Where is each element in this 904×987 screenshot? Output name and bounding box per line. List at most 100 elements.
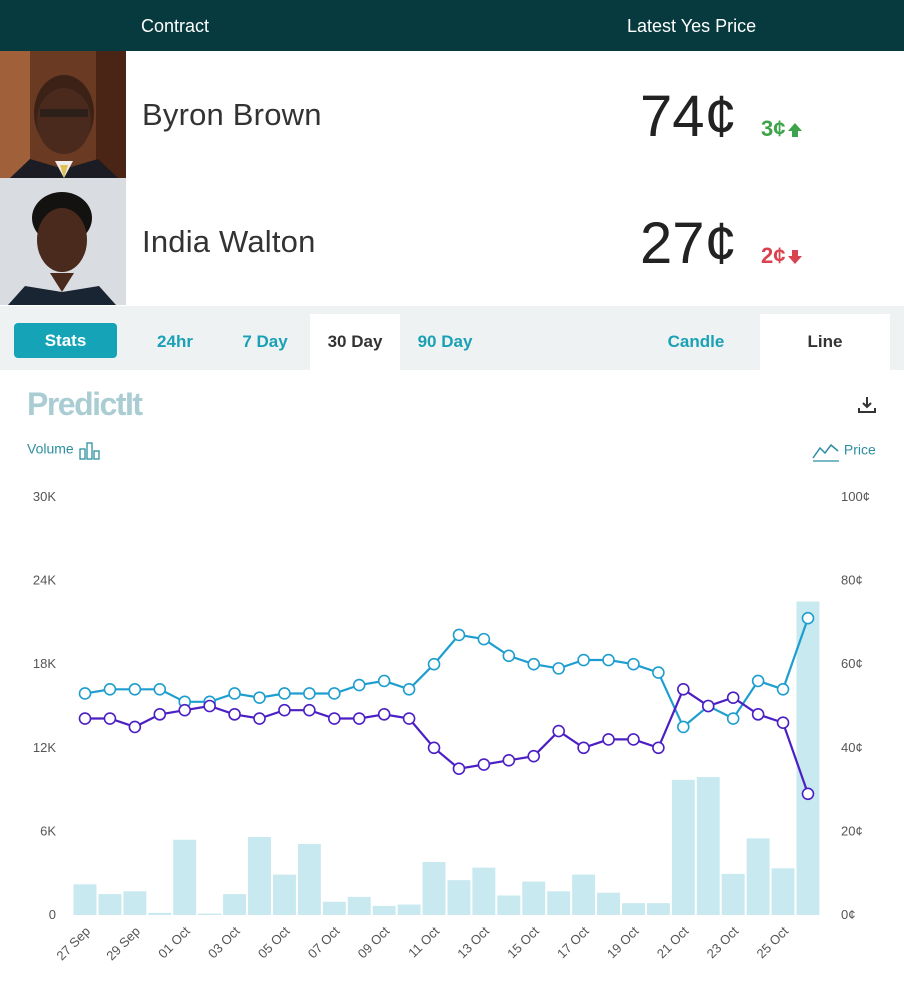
line-chart-icon — [812, 443, 839, 462]
volume-bar — [472, 867, 496, 915]
tab-30-day[interactable]: 30 Day — [310, 314, 400, 370]
series-point-brown — [652, 666, 665, 679]
download-icon[interactable] — [857, 395, 877, 415]
series-point-walton — [577, 741, 590, 755]
y-right-tick-label: 80¢ — [841, 573, 863, 588]
price-legend[interactable]: Price — [812, 440, 876, 462]
series-point-walton — [602, 733, 615, 746]
volume-bar — [497, 895, 521, 915]
series-point-brown — [477, 632, 491, 646]
volume-bar — [322, 901, 346, 915]
series-point-walton — [677, 682, 690, 696]
contract-name: Byron Brown — [142, 97, 322, 132]
series-point-walton — [153, 708, 167, 721]
volume-bar — [347, 896, 371, 915]
y-right-tick-label: 60¢ — [841, 656, 863, 671]
volume-bar — [98, 894, 122, 915]
series-point-brown — [153, 682, 167, 696]
series-point-brown — [776, 682, 790, 696]
series-point-brown — [377, 674, 391, 688]
price-label: Price — [843, 441, 876, 458]
price-change: 2¢ — [761, 243, 803, 269]
tab-24hr[interactable]: 24hr — [157, 332, 193, 351]
volume-bar — [621, 903, 645, 915]
x-tick-label: 27 Sep — [53, 924, 93, 964]
volume-bar — [73, 884, 97, 915]
x-tick-label: 11 Oct — [405, 923, 442, 960]
x-tick-label: 05 Oct — [255, 923, 293, 961]
series-point-walton — [128, 720, 142, 734]
series-point-brown — [627, 657, 640, 671]
volume-bar — [397, 904, 421, 915]
y-right-tick-label: 40¢ — [841, 740, 863, 755]
volume-bar — [198, 913, 222, 915]
latest-price-column-header: Latest Yes Price — [627, 16, 757, 36]
volume-bar — [771, 868, 795, 915]
series-point-walton — [103, 712, 117, 725]
volume-bar — [123, 891, 147, 915]
series-point-brown — [552, 662, 565, 675]
contract-row-walton[interactable]: India Walton 27¢ 2¢ — [0, 178, 904, 305]
y-right-tick-label: 20¢ — [841, 823, 863, 838]
series-point-walton — [452, 762, 466, 776]
series-point-walton — [253, 712, 266, 725]
y-right-tick-label: 100¢ — [841, 489, 870, 504]
series-point-walton — [502, 754, 516, 767]
x-tick-label: 19 Oct — [604, 923, 642, 961]
series-point-walton — [527, 749, 541, 763]
volume-bar — [223, 894, 247, 915]
tab-line[interactable]: Line — [760, 314, 890, 370]
avatar-walton — [0, 178, 126, 305]
series-point-brown — [78, 687, 92, 700]
x-tick-label: 29 Sep — [103, 924, 143, 964]
volume-legend[interactable]: Volume — [27, 440, 104, 460]
series-point-walton — [402, 712, 416, 725]
volume-bar — [572, 874, 596, 915]
x-tick-label: 25 Oct — [753, 923, 791, 961]
series-point-walton — [203, 699, 216, 713]
series-point-brown — [577, 653, 590, 667]
series-point-brown — [103, 682, 117, 696]
tab-candle[interactable]: Candle — [667, 332, 725, 351]
series-point-brown — [327, 687, 341, 700]
series-point-walton — [801, 787, 815, 801]
x-tick-label: 15 Oct — [504, 923, 542, 961]
series-point-brown — [602, 653, 615, 667]
series-point-brown — [751, 674, 765, 688]
arrow-up-icon — [788, 123, 803, 138]
volume-bar — [422, 862, 446, 915]
x-tick-label: 07 Oct — [305, 923, 343, 961]
series-point-brown — [502, 649, 516, 663]
series-point-walton — [627, 733, 640, 746]
bar-chart-icon — [78, 442, 100, 460]
series-point-brown — [402, 682, 416, 696]
predictit-logo: PredictIt — [27, 386, 143, 422]
volume-bar — [646, 903, 670, 915]
series-point-walton — [178, 703, 192, 717]
stats-button[interactable]: Stats — [14, 323, 117, 358]
tab-7-day[interactable]: 7 Day — [242, 332, 288, 351]
series-point-brown — [352, 678, 366, 692]
series-point-brown — [228, 687, 241, 700]
yes-price: 74¢ — [640, 84, 737, 149]
series-point-walton — [377, 708, 391, 721]
x-tick-label: 03 Oct — [205, 923, 243, 961]
volume-bar — [721, 873, 745, 915]
series-point-walton — [327, 712, 341, 725]
contract-name: India Walton — [142, 224, 316, 259]
volume-bar — [297, 843, 321, 915]
arrow-down-icon — [788, 250, 803, 265]
series-point-brown — [801, 611, 815, 625]
tab-90-day[interactable]: 90 Day — [417, 332, 473, 351]
series-line-brown — [84, 617, 810, 729]
series-point-walton — [776, 716, 790, 730]
volume-bar — [522, 881, 546, 915]
yes-price: 27¢ — [640, 211, 737, 276]
series-point-brown — [452, 628, 466, 642]
contract-column-header: Contract — [141, 16, 210, 36]
series-point-brown — [726, 712, 740, 725]
price-chart: 30K 24K 18K 12K 6K 0 100¢ 80¢ 60¢ 40¢ 20¢ 0¢ 27 Sep 2… — [0, 370, 904, 987]
series-point-walton — [78, 712, 92, 725]
contract-row-brown[interactable]: Byron Brown 74¢ 3¢ — [0, 51, 904, 178]
series-point-walton — [552, 724, 565, 738]
